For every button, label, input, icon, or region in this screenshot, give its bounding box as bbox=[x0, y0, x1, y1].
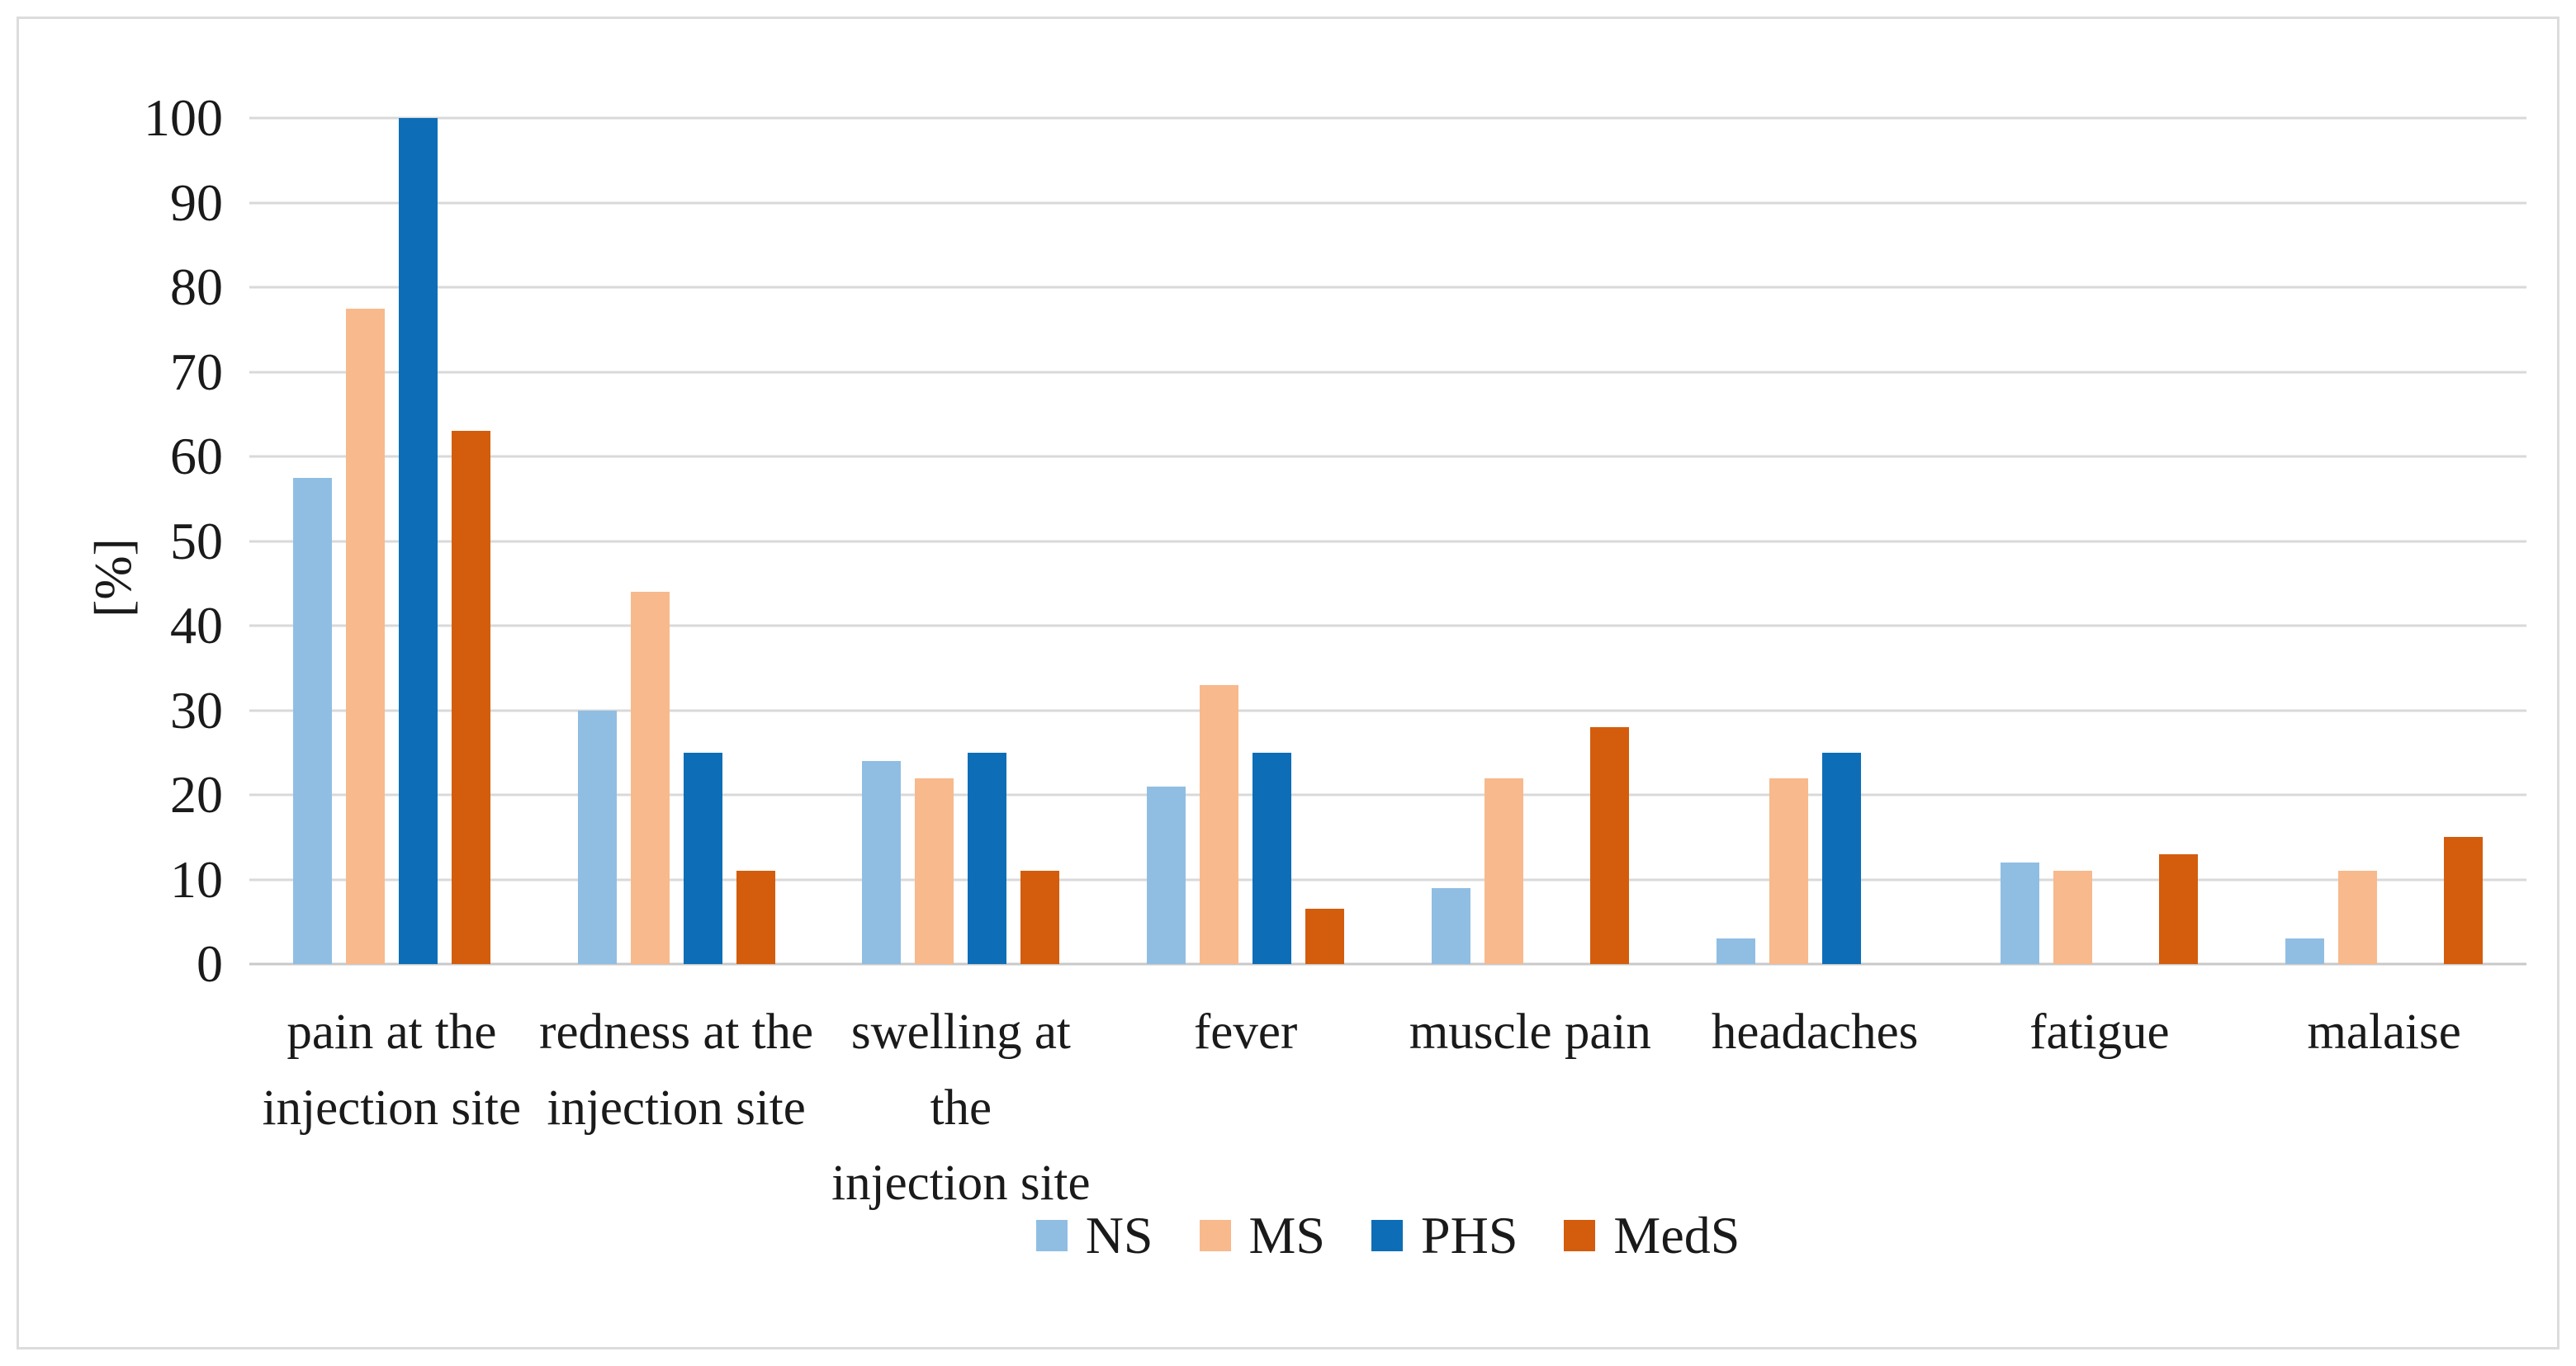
x-category-label: fatigue bbox=[2029, 1004, 2170, 1060]
legend-swatch-PHS bbox=[1371, 1220, 1403, 1251]
y-tick-label: 70 bbox=[170, 342, 223, 401]
gridline bbox=[249, 201, 2526, 204]
bar-group bbox=[534, 118, 819, 964]
legend-item-NS: NS bbox=[1035, 1206, 1153, 1264]
bar-MS bbox=[1484, 778, 1523, 964]
y-tick-label: 10 bbox=[170, 849, 223, 909]
legend-label: NS bbox=[1085, 1206, 1153, 1264]
x-category-label: redness at the injection site bbox=[539, 1004, 814, 1136]
legend-swatch-MedS bbox=[1564, 1220, 1596, 1251]
x-category-label: muscle pain bbox=[1409, 1004, 1651, 1060]
bar-NS bbox=[1147, 786, 1186, 964]
y-tick-label: 80 bbox=[170, 258, 223, 316]
bar-MS bbox=[2053, 871, 2093, 964]
bar-group bbox=[1958, 118, 2242, 964]
gridline bbox=[249, 286, 2526, 289]
legend: NS MS PHS MedS bbox=[249, 1207, 2526, 1264]
bar-MS bbox=[2338, 871, 2378, 964]
gridline bbox=[249, 709, 2526, 711]
bar-MS bbox=[1769, 778, 1808, 964]
bar-NS bbox=[862, 761, 902, 964]
bar-MS bbox=[1200, 684, 1239, 964]
bar-MedS bbox=[1305, 909, 1345, 964]
legend-label: MS bbox=[1248, 1206, 1326, 1264]
bar-MS bbox=[345, 308, 385, 964]
y-tick-label: 0 bbox=[197, 934, 223, 993]
y-tick-label: 60 bbox=[170, 427, 223, 485]
bar-PHS bbox=[1252, 752, 1292, 964]
gridline bbox=[249, 878, 2526, 881]
y-axis-title: [%] bbox=[83, 538, 142, 617]
bar-group bbox=[1103, 118, 1388, 964]
bar-MedS bbox=[736, 871, 775, 964]
legend-item-PHS: PHS bbox=[1371, 1207, 1518, 1264]
legend-label: MedS bbox=[1613, 1206, 1740, 1264]
bar-MedS bbox=[1020, 871, 1060, 964]
y-tick-label: 90 bbox=[170, 173, 223, 232]
y-tick-label: 20 bbox=[170, 765, 223, 824]
legend-label: PHS bbox=[1421, 1206, 1518, 1264]
legend-item-MS: MS bbox=[1199, 1206, 1326, 1264]
bar-group bbox=[1388, 118, 1673, 964]
bar-PHS bbox=[1821, 752, 1861, 964]
bar-PHS bbox=[683, 752, 722, 964]
bar-PHS bbox=[968, 752, 1007, 964]
bar-MS bbox=[630, 592, 670, 964]
bar-group bbox=[249, 118, 534, 964]
plot-area bbox=[249, 116, 2526, 966]
bar-NS bbox=[1716, 938, 1755, 964]
gridline bbox=[249, 371, 2526, 373]
bar-NS bbox=[577, 710, 617, 964]
y-tick-label: 50 bbox=[170, 511, 223, 570]
gridline bbox=[249, 624, 2526, 627]
x-category-label: pain at the injection site bbox=[262, 1004, 522, 1136]
bar-PHS bbox=[398, 118, 438, 964]
y-tick-label: 30 bbox=[170, 680, 223, 740]
bar-groups bbox=[249, 118, 2526, 964]
bar-NS bbox=[2001, 863, 2040, 964]
y-tick-label: 40 bbox=[170, 596, 223, 655]
bar-group bbox=[1673, 118, 1958, 964]
bar-group bbox=[819, 118, 1104, 964]
x-category-label: malaise bbox=[2307, 1004, 2461, 1060]
gridline bbox=[249, 540, 2526, 542]
y-axis-tick-labels: 100 90 80 70 60 50 40 30 20 10 0 bbox=[33, 92, 223, 990]
bar-MedS bbox=[2159, 853, 2199, 964]
legend-item-MedS: MedS bbox=[1564, 1207, 1740, 1264]
bar-NS bbox=[2285, 938, 2325, 964]
x-category-label: headaches bbox=[1711, 1004, 1919, 1060]
bar-MS bbox=[915, 778, 954, 964]
bar-MedS bbox=[1589, 727, 1629, 964]
y-tick-label: 100 bbox=[144, 88, 223, 147]
gridline bbox=[249, 116, 2526, 120]
x-category-label: swelling at the injection site bbox=[831, 1004, 1091, 1211]
x-category-label: fever bbox=[1193, 1004, 1298, 1060]
bar-NS bbox=[292, 477, 332, 964]
legend-swatch-NS bbox=[1035, 1220, 1068, 1251]
bar-group bbox=[2242, 118, 2526, 964]
x-axis-category-labels: pain at the injection site redness at the… bbox=[249, 995, 2526, 1222]
legend-swatch-MS bbox=[1199, 1220, 1231, 1251]
bar-MedS bbox=[451, 431, 490, 964]
bar-MedS bbox=[2444, 837, 2484, 964]
x-axis-baseline bbox=[249, 962, 2526, 966]
bar-NS bbox=[1431, 887, 1470, 964]
gridline bbox=[249, 455, 2526, 458]
gridline bbox=[249, 793, 2526, 796]
